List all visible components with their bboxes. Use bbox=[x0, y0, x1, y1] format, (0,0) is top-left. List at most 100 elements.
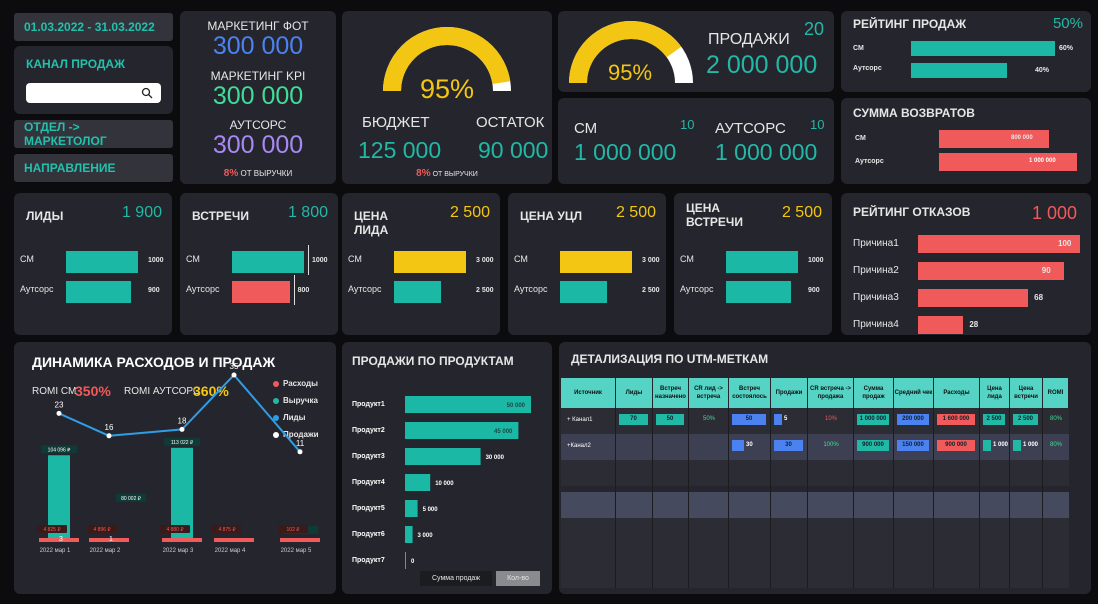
dynamics-panel: ДИНАМИКА РАСХОДОВ И ПРОДАЖ ROMI СМ 350% … bbox=[14, 342, 336, 594]
utm-value: 1 000 bbox=[993, 442, 1009, 448]
utm-bar bbox=[619, 414, 648, 425]
refusal-label: Причина3 bbox=[853, 292, 899, 303]
utm-header-cell: Расходы bbox=[934, 378, 979, 408]
returns-cm-bar bbox=[939, 130, 1050, 148]
kpi-bar bbox=[394, 281, 441, 303]
cost-label-bg bbox=[87, 525, 117, 533]
leads-label: 35 bbox=[230, 362, 239, 371]
kpi-row-label: Аутсорс bbox=[20, 284, 54, 294]
kpi-row-label: СМ bbox=[348, 254, 362, 264]
search-input[interactable] bbox=[26, 83, 161, 103]
utm-header-cell: CR встреча -> продажа bbox=[808, 378, 853, 408]
kpi-bar bbox=[232, 281, 290, 303]
count-button[interactable]: Кол-во bbox=[496, 571, 540, 586]
product-value: 45 000 bbox=[494, 429, 513, 435]
utm-row bbox=[561, 518, 1069, 544]
date-range-filter[interactable]: 01.03.2022 - 31.03.2022 bbox=[14, 13, 173, 41]
costs-pct: 8% bbox=[223, 168, 239, 179]
utm-source: +Канал2 bbox=[567, 443, 591, 449]
kpi-row-value: 1000 bbox=[148, 257, 164, 264]
cost-label-bg bbox=[278, 525, 308, 533]
sales-out-value: 1 000 000 bbox=[715, 139, 818, 165]
utm-value: 30 bbox=[746, 442, 753, 448]
revenue-label: 104 096 ₽ bbox=[48, 447, 71, 453]
cost-label: 4 880 ₽ bbox=[166, 527, 184, 533]
kpi-total: 1 900 bbox=[121, 204, 162, 221]
sales-sum-button[interactable]: Сумма продаж bbox=[420, 571, 492, 586]
returns-out-value: 1 000 000 bbox=[1029, 158, 1056, 164]
product-bar bbox=[405, 396, 531, 413]
kpi-row-value: 2 500 bbox=[476, 287, 494, 294]
sales-rating-out-bar bbox=[911, 63, 1007, 78]
date-range-label: 01.03.2022 - 31.03.2022 bbox=[24, 20, 155, 34]
revenue-label-bg bbox=[41, 445, 77, 454]
refusal-bar bbox=[918, 235, 1080, 253]
extra-label-bg bbox=[116, 494, 146, 502]
kpi-row-value: 1000 bbox=[312, 257, 328, 264]
kpi-bar bbox=[560, 281, 607, 303]
utm-header-cell: Средний чек bbox=[894, 378, 933, 408]
kpi-bar bbox=[66, 281, 131, 303]
product-label: Продукт1 bbox=[352, 401, 385, 408]
utm-value: 1 000 000 bbox=[859, 416, 887, 422]
kpi-row-value: 1000 bbox=[808, 257, 824, 264]
budget-gauge-pct: 95% bbox=[419, 74, 475, 104]
cost-label-bg bbox=[212, 525, 242, 533]
utm-bar bbox=[857, 440, 889, 451]
outsource-label: АУТСОРС bbox=[229, 118, 287, 132]
revenue-label: 113 022 ₽ bbox=[171, 440, 194, 446]
kpi-row-label: СМ bbox=[680, 254, 694, 264]
sales-count: 20 bbox=[803, 19, 824, 39]
kpi-total: 2 500 bbox=[449, 204, 490, 221]
leads-point bbox=[231, 372, 237, 378]
revenue-bar bbox=[48, 455, 70, 542]
cost-label-bg bbox=[160, 525, 190, 533]
product-bar bbox=[405, 422, 519, 439]
returns-cm-value: 800 000 bbox=[1011, 135, 1033, 141]
utm-pct: 80% bbox=[1049, 442, 1062, 448]
kpi-title: ЛИДЫ bbox=[26, 209, 64, 223]
utm-pct: 50% bbox=[702, 416, 715, 422]
utm-header-cell: Цена встречи bbox=[1010, 378, 1042, 408]
kpi-card: ЦЕНА ЛИДА 2 500 СМ 3 000 Аутсорс 2 500 bbox=[342, 193, 500, 335]
cost-bar bbox=[162, 538, 202, 542]
direction-filter[interactable]: НАПРАВЛЕНИЕ bbox=[14, 154, 173, 182]
sales-rating-out-pct: 40% bbox=[1035, 67, 1050, 74]
sales-cm-count: 10 bbox=[680, 117, 695, 132]
cost-bar bbox=[214, 538, 254, 542]
leads-point bbox=[56, 410, 62, 416]
utm-bar bbox=[732, 414, 766, 425]
utm-bar bbox=[897, 440, 929, 451]
returns-out-label: Аутсорс bbox=[855, 158, 884, 165]
utm-value: 150 000 bbox=[902, 442, 924, 448]
leads-point bbox=[179, 426, 185, 432]
utm-col-line bbox=[688, 408, 689, 588]
utm-row bbox=[561, 460, 1069, 486]
product-bar bbox=[405, 552, 406, 569]
utm-bar bbox=[857, 414, 889, 425]
product-label: Продукт7 bbox=[352, 557, 385, 564]
utm-value: 1 000 bbox=[1023, 442, 1039, 448]
utm-value: 2 500 bbox=[986, 416, 1002, 422]
direction-label: НАПРАВЛЕНИЕ bbox=[24, 161, 116, 175]
kpi-row-label: Аутсорс bbox=[514, 284, 548, 294]
sales-count-label: 1 bbox=[109, 536, 113, 543]
kpi-card: ЦЕНА УЦЛ 2 500 СМ 3 000 Аутсорс 2 500 bbox=[508, 193, 666, 335]
sales-out-count: 10 bbox=[810, 117, 825, 132]
department-filter[interactable]: ОТДЕЛ -> МАРКЕТОЛОГ bbox=[14, 120, 173, 148]
sales-value: 2 000 000 bbox=[706, 51, 818, 79]
utm-header-cell: Цена лида bbox=[980, 378, 1009, 408]
utm-bar bbox=[983, 440, 991, 451]
channel-filter-label: КАНАЛ ПРОДАЖ bbox=[26, 57, 125, 71]
utm-source: + Канал1 bbox=[567, 417, 593, 423]
remain-value: 90 000 bbox=[478, 137, 549, 163]
dynamics-title: ДИНАМИКА РАСХОДОВ И ПРОДАЖ bbox=[32, 354, 276, 370]
refusal-value: 68 bbox=[1034, 293, 1044, 302]
utm-header-cell: Источник bbox=[561, 378, 615, 408]
utm-value: 900 000 bbox=[862, 442, 884, 448]
returns-cm-label: СМ bbox=[855, 135, 866, 142]
utm-bar bbox=[937, 414, 975, 425]
romi-out-value: 360% bbox=[193, 383, 229, 399]
legend-dot bbox=[273, 415, 279, 421]
product-label: Продукт5 bbox=[352, 505, 385, 512]
